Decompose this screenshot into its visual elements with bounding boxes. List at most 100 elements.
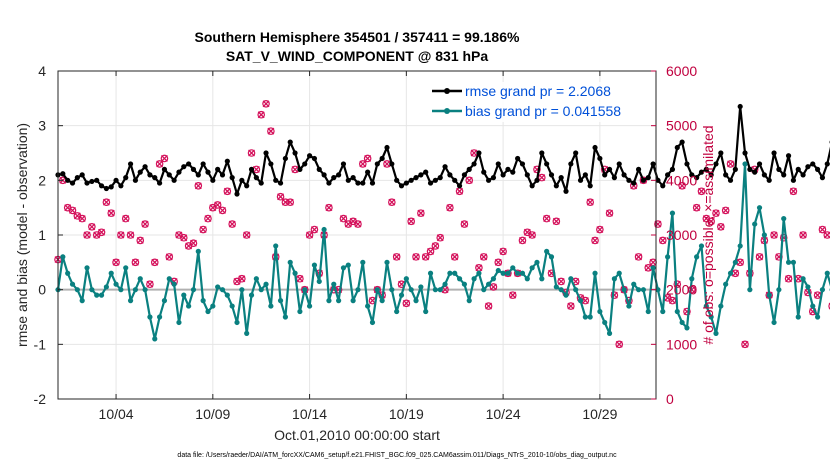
obs-assimilated-marker xyxy=(364,155,372,162)
obs-possible-marker xyxy=(97,228,106,237)
rmse-point xyxy=(427,180,434,186)
rmse-point xyxy=(723,172,729,178)
rmse-point xyxy=(698,169,705,175)
obs-possible-marker xyxy=(818,225,827,234)
bias-point xyxy=(592,270,598,276)
bias-point xyxy=(166,276,172,282)
rmse-point xyxy=(74,175,80,181)
obs-assimilated-marker xyxy=(151,258,159,266)
rmse-point xyxy=(113,177,119,183)
obs-assimilated-marker xyxy=(102,198,110,206)
obs-assimilated-marker xyxy=(204,215,212,223)
rmse-point xyxy=(190,166,197,172)
footer-data-file: data file: /Users/raeder/DAI/ATM_forcXX/… xyxy=(177,452,617,459)
bias-point xyxy=(253,276,259,282)
bias-point xyxy=(539,276,545,282)
rmse-point xyxy=(350,175,356,181)
rmse-point xyxy=(379,155,385,162)
bias-point xyxy=(568,276,574,282)
rmse-point xyxy=(500,172,506,178)
rmse-point xyxy=(689,172,695,178)
obs-possible-marker xyxy=(218,206,227,215)
y-tick-label: 0 xyxy=(38,282,46,298)
rmse-point xyxy=(461,172,468,178)
bias-point xyxy=(292,270,298,276)
rmse-point xyxy=(708,172,714,178)
rmse-point xyxy=(611,175,617,181)
obs-assimilated-marker xyxy=(644,264,652,272)
bias-point xyxy=(171,281,177,287)
obs-assimilated-marker xyxy=(165,253,173,261)
rmse-point xyxy=(669,166,676,172)
bias-point xyxy=(94,292,100,298)
rmse-point xyxy=(394,177,400,183)
bias-point xyxy=(345,262,351,268)
bias-point xyxy=(471,276,477,282)
obs-assimilated-marker xyxy=(456,187,464,195)
y-right-axis-ticks: 0 1000 2000 3000 4000 5000 6000 xyxy=(651,63,697,407)
bias-point xyxy=(655,287,661,293)
bias-point xyxy=(635,287,642,293)
rmse-point xyxy=(742,150,748,156)
obs-possible-marker xyxy=(204,214,212,223)
rmse-point xyxy=(785,153,792,159)
rmse-point xyxy=(452,177,458,183)
bias-point xyxy=(181,292,187,298)
obs-assimilated-marker xyxy=(818,226,826,233)
rmse-point xyxy=(132,177,139,183)
rmse-point xyxy=(253,175,259,181)
bias-point xyxy=(248,292,255,298)
obs-possible-marker xyxy=(446,203,454,212)
obs-possible-marker xyxy=(242,231,251,239)
rmse-point xyxy=(781,172,787,178)
obs-assimilated-marker xyxy=(127,231,135,239)
obs-assimilated-marker xyxy=(799,231,807,239)
bias-point xyxy=(190,287,197,293)
bias-point xyxy=(186,303,192,309)
bias-point xyxy=(210,303,216,309)
obs-possible-marker xyxy=(697,187,706,196)
obs-assimilated-marker xyxy=(160,155,168,162)
rmse-point xyxy=(176,169,182,175)
bias-point xyxy=(708,314,714,320)
rmse-point xyxy=(621,172,627,178)
rmse-point xyxy=(277,180,284,186)
rmse-point xyxy=(234,191,240,197)
rmse-point xyxy=(790,177,797,183)
bias-point xyxy=(423,308,429,315)
bias-point xyxy=(684,325,690,331)
obs-possible-marker xyxy=(179,233,188,242)
rmse-point xyxy=(558,175,564,181)
obs-assimilated-marker xyxy=(277,193,285,201)
bias-point xyxy=(694,254,700,260)
bias-point xyxy=(205,308,211,315)
bias-point xyxy=(442,281,448,287)
obs-assimilated-marker xyxy=(586,198,594,206)
bias-point xyxy=(195,248,201,254)
obs-possible-marker xyxy=(634,253,643,261)
rmse-point xyxy=(127,161,134,167)
bias-point xyxy=(268,303,274,309)
bias-point xyxy=(452,270,458,276)
rmse-point xyxy=(553,183,559,189)
bias-point xyxy=(297,308,303,315)
bias-point xyxy=(306,303,313,309)
obs-assimilated-marker xyxy=(519,237,526,244)
rmse-point xyxy=(306,153,313,159)
bias-point xyxy=(132,287,139,293)
rmse-point xyxy=(224,158,230,164)
bias-point xyxy=(737,243,743,249)
obs-assimilated-marker xyxy=(78,215,86,223)
bias-point xyxy=(660,308,666,315)
obs-assimilated-marker xyxy=(422,253,430,261)
obs-possible-marker xyxy=(591,236,599,245)
obs-assimilated-marker xyxy=(262,100,270,108)
bias-point xyxy=(703,303,709,309)
rmse-point xyxy=(292,150,298,156)
rmse-point xyxy=(684,161,690,167)
rmse-point xyxy=(282,155,288,162)
obs-assimilated-marker xyxy=(190,239,197,247)
rmse-point xyxy=(432,177,438,183)
obs-assimilated-marker xyxy=(291,165,299,173)
